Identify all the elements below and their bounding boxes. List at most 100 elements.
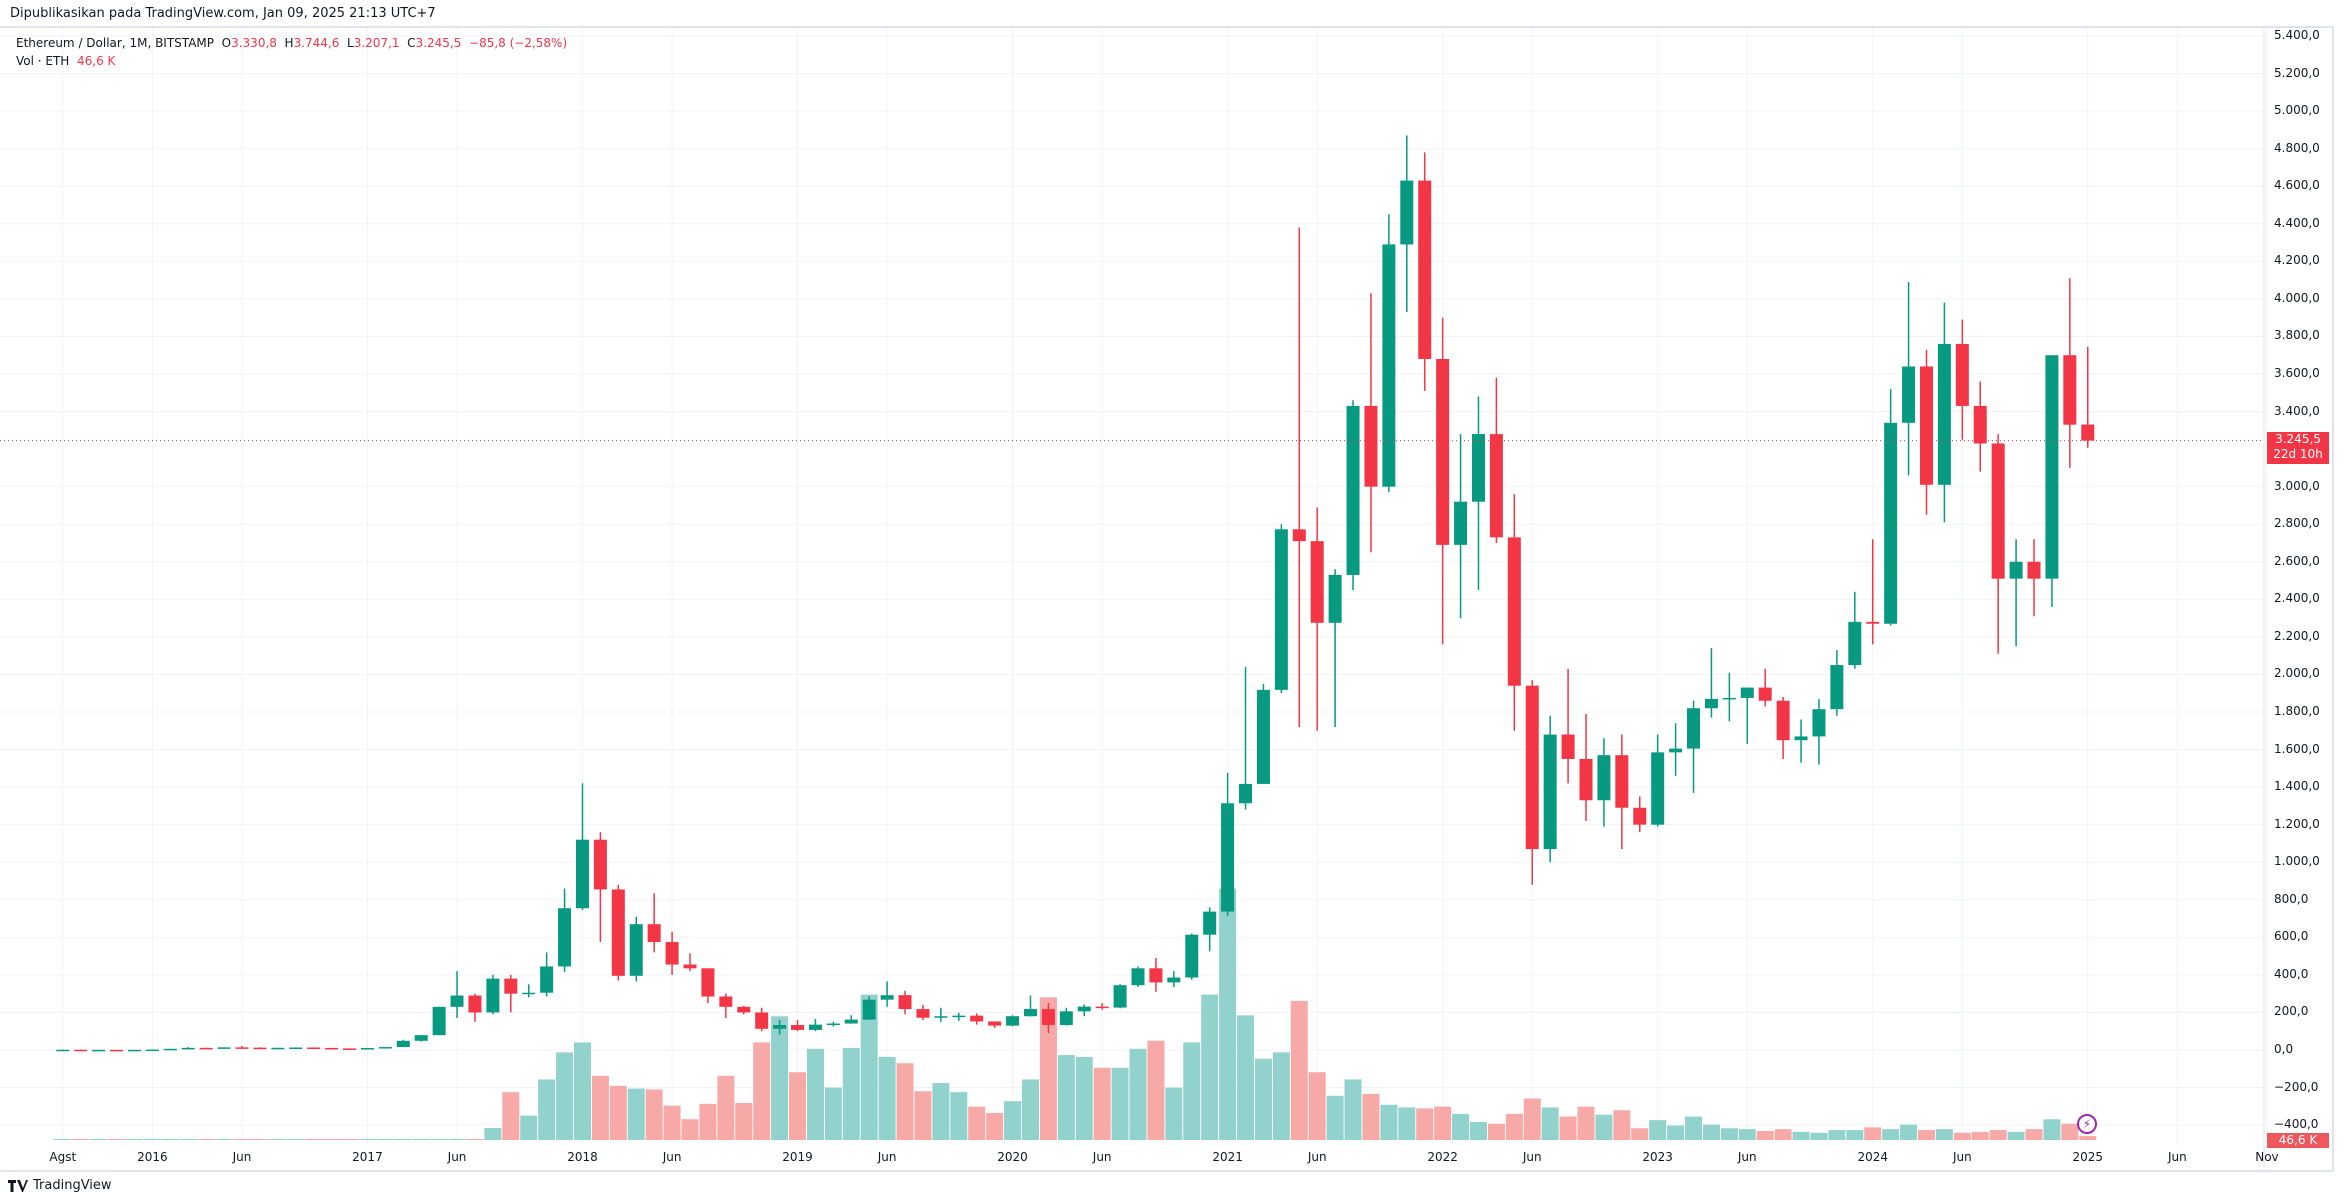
candle (1597, 738, 1611, 827)
candle (1149, 957, 1163, 992)
volume-bar (914, 1091, 932, 1140)
y-tick-label: 4.400,0 (2274, 215, 2320, 230)
candle-body (1973, 405, 1987, 444)
volume-bar (1720, 1128, 1738, 1140)
candle (826, 1021, 840, 1027)
volume-bar (108, 1139, 126, 1140)
candle-body (235, 1047, 249, 1049)
candle (163, 1048, 177, 1051)
y-tick-label: 3.400,0 (2274, 403, 2320, 418)
volume-bar (735, 1102, 753, 1140)
candle (235, 1045, 249, 1049)
candle (629, 916, 643, 982)
candle (844, 1015, 858, 1024)
candle (522, 984, 536, 998)
volume-bar (90, 1139, 108, 1140)
candle (611, 884, 625, 981)
legend-change: −85,8 (−2,58%) (469, 36, 568, 50)
lightning-icon[interactable]: ⚡ (2077, 1114, 2097, 1134)
volume-bar (466, 1139, 484, 1140)
candle-body (1328, 574, 1342, 623)
volume-bar (125, 1139, 143, 1140)
legend-volume-label[interactable]: Vol · ETH (16, 54, 70, 68)
x-tick-label: Jun (1092, 1150, 1112, 1164)
candle-body (1579, 758, 1593, 801)
candle (1991, 434, 2005, 654)
volume-bar (896, 1063, 914, 1140)
volume-bar (2061, 1123, 2079, 1140)
bar-countdown: 22d 10h (2273, 447, 2323, 461)
volume-bar (824, 1087, 842, 1140)
candle (1185, 933, 1199, 980)
volume-bar (771, 1016, 789, 1140)
candle (1203, 907, 1217, 952)
candle (1848, 591, 1862, 669)
volume-bar (1487, 1123, 1505, 1140)
candle (755, 1007, 769, 1032)
candle (1866, 539, 1880, 645)
legend-symbol[interactable]: Ethereum / Dollar, 1M, BITSTAMP (16, 36, 214, 50)
candle (1328, 569, 1342, 728)
legend-open: 3.330,8 (231, 36, 277, 50)
volume-bar (753, 1042, 771, 1140)
candle (2027, 539, 2041, 617)
candle (343, 1048, 357, 1050)
volume-bar (663, 1105, 681, 1140)
candle-body (898, 995, 912, 1010)
candle (2045, 355, 2059, 607)
candle (504, 974, 518, 1013)
volume-bar (520, 1115, 538, 1140)
published-note: Dipublikasikan pada TradingView.com, Jan… (10, 6, 436, 21)
candle (593, 832, 607, 943)
candle (486, 974, 500, 1015)
x-tick-label: 2019 (782, 1150, 813, 1164)
volume-bar (1201, 994, 1219, 1140)
candle (1704, 648, 1718, 718)
x-tick-label: 2016 (137, 1150, 168, 1164)
candle (1489, 377, 1503, 543)
candle-body (540, 966, 554, 993)
candle (1561, 668, 1575, 784)
candle (1274, 524, 1288, 694)
legend-close: 3.245,5 (415, 36, 462, 50)
volume-bar (1846, 1130, 1864, 1140)
volume-bar (502, 1092, 520, 1140)
volume-bar (1326, 1095, 1344, 1140)
legend-close-label: C (407, 36, 416, 50)
volume-bar (645, 1089, 663, 1140)
volume-bar (179, 1139, 197, 1140)
volume-bar (1147, 1040, 1165, 1140)
candle-body (1866, 621, 1880, 624)
volume-bar (591, 1075, 609, 1140)
candle (1113, 984, 1127, 1009)
candle (1418, 152, 1432, 391)
legend-volume: 46,6 K (76, 54, 116, 68)
candle (1776, 696, 1790, 759)
y-tick-label: 1.400,0 (2274, 779, 2320, 794)
tradingview-logo[interactable]: TradingView (8, 1178, 112, 1193)
volume-bar (1434, 1106, 1452, 1140)
legend-low: 3.207,1 (353, 36, 400, 50)
volume-bar (1631, 1128, 1649, 1140)
volume-bar (627, 1088, 645, 1140)
candle-body (432, 1006, 446, 1036)
x-tick-label: 2025 (2072, 1150, 2104, 1164)
x-tick-label: Jun (1737, 1150, 1757, 1164)
candle-body (343, 1048, 357, 1050)
candle (271, 1047, 285, 1050)
candle-body (755, 1012, 769, 1029)
candle-body (486, 978, 500, 1013)
legend-high: 3.744,6 (293, 36, 340, 50)
volume-bar (1702, 1124, 1720, 1140)
candle-body (1292, 529, 1306, 542)
candle (1436, 317, 1450, 645)
candle (719, 993, 733, 1019)
candle (1830, 650, 1844, 716)
candle-body (1382, 244, 1396, 487)
volume-bar (1505, 1113, 1523, 1140)
candle-body (468, 995, 482, 1013)
candle (1077, 1004, 1091, 1017)
chart-legend: Ethereum / Dollar, 1M, BITSTAMP O3.330,8… (16, 34, 567, 70)
volume-bar (1900, 1124, 1918, 1140)
